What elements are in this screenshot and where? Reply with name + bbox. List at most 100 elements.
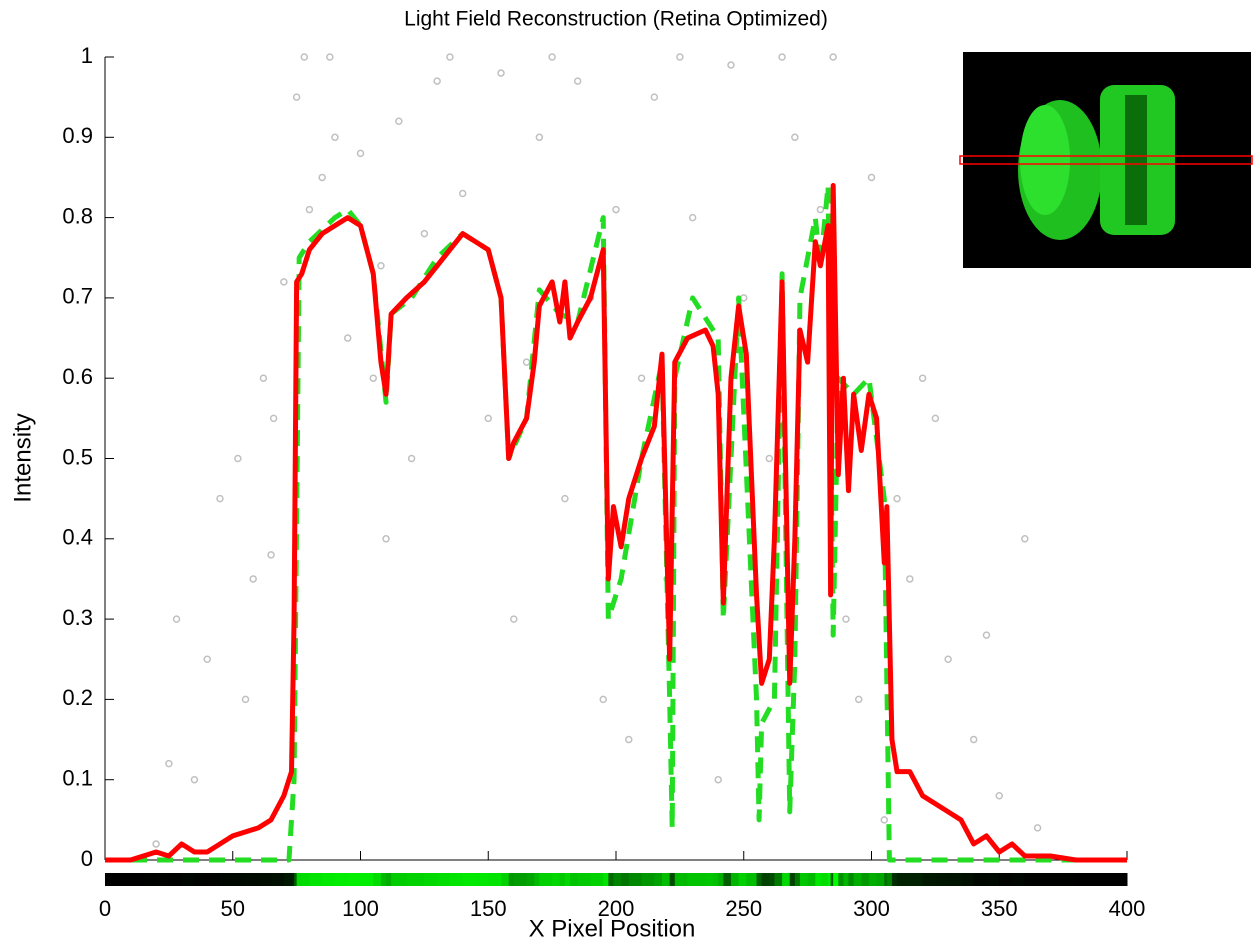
intensity-strip [424,873,438,886]
intensity-strip [830,873,834,886]
scatter-point [625,735,633,744]
scatter-point [535,133,544,142]
intensity-strip [475,873,489,886]
scatter-point [944,655,952,663]
y-tick-label: 0.8 [62,203,93,228]
intensity-strip [143,873,157,886]
scatter-point [318,173,326,182]
y-tick-label: 0.2 [62,685,93,710]
scatter-point [893,494,901,503]
scatter-point [522,358,531,366]
y-tick-label: 0.3 [62,605,93,630]
plot-area: 0 0.1 0.2 0.3 0.4 0.5 0.6 0.7 0.8 0.9 1 0 50 100 150 20… [62,43,1145,921]
intensity-strip [756,873,763,886]
y-tick-label: 0.5 [62,444,93,469]
scatter-point [510,615,518,623]
intensity-strip [853,873,862,886]
scatter-point [331,133,339,142]
scatter-point [172,615,181,623]
intensity-strip [130,873,144,886]
y-axis-label: Intensity [9,413,36,502]
intensity-strip [897,873,911,886]
intensity-strip [687,873,706,886]
y-tick-label: 0.4 [62,525,93,550]
scatter-point [369,374,378,382]
intensity-strip [868,873,878,886]
intensity-strip [769,873,775,886]
intensity-strip [462,873,476,886]
intensity-strip [909,873,924,886]
scatter-point [842,615,850,623]
scatter-point [791,133,799,142]
intensity-strip [232,873,247,886]
intensity-strip [245,873,259,886]
intensity-strip [219,873,234,886]
scanline-box [959,155,1253,165]
banana [1020,105,1070,215]
intensity-strip [705,873,714,886]
scatter-point [305,205,314,214]
intensity-strip [661,873,671,886]
y-tick-label: 0.9 [62,123,93,148]
intensity-strip [564,873,571,886]
intensity-strip [347,873,361,886]
intensity-strip [833,873,839,886]
scatter-point [1033,824,1042,832]
scatter-point [995,792,1003,800]
scatter-point [880,816,889,824]
intensity-strip [603,873,609,886]
scatter-point [234,454,242,463]
intensity-strip [669,873,676,886]
can-label [1125,95,1147,225]
scatter-point [269,414,278,423]
intensity-strip [820,873,829,886]
intensity-strip [723,873,732,886]
y-tick-label: 0.7 [62,284,93,309]
scatter-point [343,334,352,342]
intensity-strip [621,873,630,886]
scatter-point [280,278,288,286]
scatter-point [637,374,646,382]
intensity-strip [960,873,975,886]
intensity-strip [552,873,561,886]
intensity-strip [654,873,663,886]
intensity-strip [488,873,502,886]
scatter-point [395,117,403,125]
intensity-strip [886,873,893,886]
intensity-strip [207,873,221,886]
intensity-strip [1050,873,1077,886]
scatter-point [1021,535,1029,543]
intensity-strip [501,873,510,886]
x-tick-label: 200 [598,896,635,921]
intensity-strip [815,873,821,886]
intensity-strip [406,873,425,886]
intensity-strip [296,873,303,886]
intensity-strip [513,873,528,886]
intensity-strip [291,873,295,886]
intensity-strip [986,873,1000,886]
scatter-point [650,93,659,101]
intensity-strip [508,873,515,886]
intensity-strip [713,873,719,886]
scatter-point [165,759,173,768]
intensity-strip [999,873,1013,886]
intensity-strip [1012,873,1026,886]
intensity-strip [794,873,801,886]
intensity-strip [360,873,374,886]
x-tick-label: 0 [99,896,111,921]
scatter-point [484,414,492,423]
intensity-strip [774,873,783,886]
intensity-strip [935,873,949,886]
scatter-point [867,173,876,182]
intensity-strip [156,873,170,886]
intensity-strip [828,873,832,886]
intensity-strip [534,873,540,886]
intensity-strip [922,873,936,886]
intensity-strip [194,873,208,886]
intensity-strip [294,873,298,886]
scatter-point [377,262,385,270]
intensity-strip [1075,873,1102,886]
scatter-point [249,575,257,583]
intensity-strip [437,873,451,886]
